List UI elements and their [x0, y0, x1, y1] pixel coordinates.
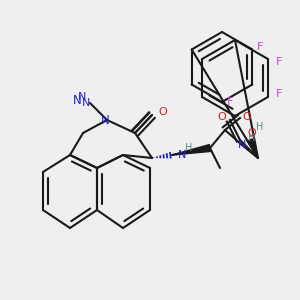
Polygon shape: [247, 139, 258, 158]
Text: N: N: [78, 92, 86, 102]
Text: O: O: [158, 107, 167, 117]
Polygon shape: [172, 145, 211, 155]
Text: H: H: [248, 133, 255, 143]
Text: O: O: [248, 128, 256, 138]
Text: N: N: [100, 113, 109, 127]
Text: F: F: [227, 97, 233, 107]
Text: F: F: [257, 43, 264, 52]
Text: O: O: [242, 112, 251, 122]
Text: N: N: [178, 150, 186, 160]
Text: F: F: [276, 57, 282, 67]
Text: F: F: [276, 89, 282, 99]
Text: H: H: [185, 143, 192, 153]
Text: N: N: [238, 140, 246, 150]
Text: H: H: [256, 122, 263, 132]
Text: N: N: [73, 94, 82, 106]
Text: N: N: [82, 98, 90, 108]
Text: O: O: [217, 112, 226, 122]
